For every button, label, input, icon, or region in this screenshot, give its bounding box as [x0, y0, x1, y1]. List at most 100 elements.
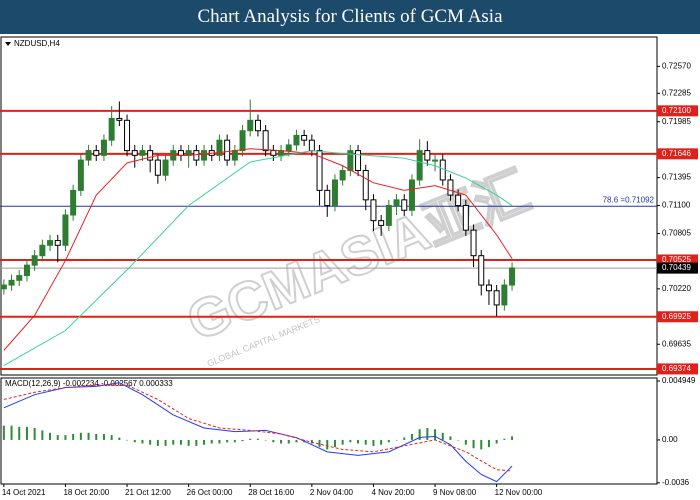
candle-body	[370, 199, 377, 222]
histogram-bar	[318, 439, 321, 448]
candle-body	[416, 150, 423, 181]
macd-label: MACD(12,26,9) -0.002234 -0.002567 0.0003…	[5, 379, 173, 388]
histogram-bar	[195, 439, 198, 446]
candle-body	[339, 169, 346, 181]
candle-body	[77, 159, 84, 191]
candle-body	[470, 229, 477, 257]
histogram-bar	[387, 439, 390, 443]
histogram-bar	[210, 439, 213, 444]
y-tick-label: 0.71985	[662, 117, 691, 126]
candle-body	[193, 150, 200, 161]
candle-body	[147, 150, 154, 161]
histogram-bar	[95, 433, 98, 440]
histogram-bar	[395, 439, 398, 441]
histogram-bar	[64, 435, 67, 440]
histogram-bar	[249, 438, 252, 440]
histogram-bar	[357, 439, 360, 444]
candle-body	[447, 179, 454, 196]
y-tick-label: 0.004949	[662, 376, 696, 385]
histogram-bar	[341, 439, 344, 445]
candle-body	[177, 150, 184, 156]
histogram-bar	[410, 433, 413, 440]
histogram-bar	[280, 439, 283, 444]
histogram-bar	[241, 439, 244, 442]
histogram-bar	[472, 439, 475, 449]
candle-body	[154, 159, 161, 176]
histogram-bar	[203, 439, 206, 445]
moving-average	[3, 150, 513, 366]
candle-body	[93, 150, 100, 156]
candle-body	[39, 244, 46, 257]
candle-body	[455, 194, 462, 207]
histogram-bar	[187, 439, 190, 446]
level-label: 0.71646	[662, 149, 691, 158]
candle-body	[262, 130, 269, 152]
candle-body	[54, 240, 61, 246]
candle-body	[108, 117, 115, 141]
candle-body	[131, 150, 138, 156]
histogram-bar	[33, 428, 36, 440]
histogram-bar	[218, 439, 221, 444]
macd-panel-frame	[0, 377, 658, 485]
histogram-bar	[434, 429, 437, 440]
histogram-bar	[349, 439, 352, 443]
candle-body	[231, 150, 238, 161]
x-tick-label: 18 Oct 20:00	[63, 488, 109, 497]
histogram-bar	[457, 439, 460, 441]
histogram-bar	[333, 439, 336, 448]
macd-line	[3, 384, 513, 472]
candle-body	[285, 144, 292, 152]
candle-body	[301, 134, 308, 141]
histogram-bar	[372, 439, 375, 446]
candle-body	[254, 119, 261, 132]
histogram-bar	[56, 435, 59, 440]
candle-body	[124, 119, 131, 152]
candle-body	[378, 220, 385, 226]
x-tick-label: 12 Nov 00:00	[495, 488, 543, 497]
histogram-bar	[149, 439, 152, 445]
histogram-bar	[272, 439, 275, 443]
histogram-bar	[133, 439, 136, 443]
histogram-bar	[480, 439, 483, 450]
histogram-bar	[41, 430, 44, 440]
candle-body	[239, 130, 246, 152]
histogram-bar	[418, 429, 421, 440]
y-tick-label: 0.72285	[662, 88, 691, 97]
candle-body	[47, 240, 54, 246]
histogram-bar	[18, 426, 21, 440]
level-label-box	[657, 105, 698, 117]
histogram-bar	[511, 436, 514, 440]
histogram-bar	[25, 426, 28, 440]
histogram-bar	[72, 433, 75, 440]
histogram-bar	[126, 439, 129, 441]
histogram-bar	[326, 439, 329, 450]
level-label: 78.6 =0.71092	[603, 195, 655, 204]
candle-body	[270, 150, 277, 156]
candle-body	[0, 284, 7, 290]
y-tick-label: -0.0036	[662, 478, 690, 487]
histogram-bar	[49, 432, 52, 440]
histogram-bar	[426, 428, 429, 440]
candle-body	[8, 279, 15, 286]
candle-body	[432, 159, 439, 162]
level-label: 0.70439	[662, 263, 691, 272]
histogram-bar	[226, 439, 229, 443]
candle-body	[509, 267, 516, 286]
candle-body	[316, 150, 323, 191]
y-tick-label: 0.72570	[662, 61, 691, 70]
histogram-bar	[364, 439, 367, 445]
x-tick-label: 2 Nov 04:00	[310, 488, 354, 497]
level-label-box	[657, 311, 698, 323]
x-tick-label: 9 Nov 08:00	[433, 488, 477, 497]
candle-body	[224, 139, 231, 161]
histogram-bar	[503, 438, 506, 440]
histogram-bar	[179, 439, 182, 445]
moving-average	[3, 148, 513, 351]
histogram-bar	[487, 439, 490, 448]
candle-body	[162, 159, 169, 176]
candle-body	[62, 214, 69, 246]
candle-body	[16, 275, 23, 281]
x-tick-label: 4 Nov 20:00	[371, 488, 415, 497]
histogram-bar	[164, 439, 167, 446]
histogram-bar	[87, 432, 90, 440]
